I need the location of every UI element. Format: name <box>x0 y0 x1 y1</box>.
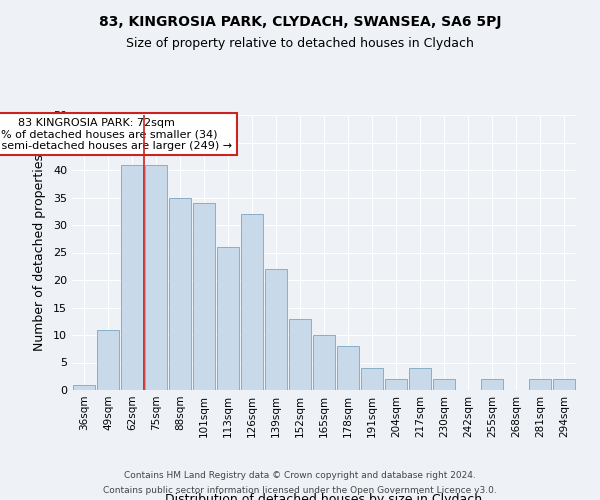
Bar <box>409 368 431 390</box>
Bar <box>241 214 263 390</box>
Bar <box>265 269 287 390</box>
Bar <box>169 198 191 390</box>
Bar <box>337 346 359 390</box>
Bar <box>433 379 455 390</box>
Bar <box>385 379 407 390</box>
Text: Contains public sector information licensed under the Open Government Licence v3: Contains public sector information licen… <box>103 486 497 495</box>
Bar <box>481 379 503 390</box>
Bar <box>97 330 119 390</box>
Bar <box>313 335 335 390</box>
Text: 83 KINGROSIA PARK: 72sqm
← 12% of detached houses are smaller (34)
86% of semi-d: 83 KINGROSIA PARK: 72sqm ← 12% of detach… <box>0 118 233 151</box>
Bar <box>217 247 239 390</box>
Text: 83, KINGROSIA PARK, CLYDACH, SWANSEA, SA6 5PJ: 83, KINGROSIA PARK, CLYDACH, SWANSEA, SA… <box>99 15 501 29</box>
Bar <box>361 368 383 390</box>
Y-axis label: Number of detached properties: Number of detached properties <box>33 154 46 351</box>
Bar <box>145 164 167 390</box>
Bar <box>121 164 143 390</box>
Bar <box>289 318 311 390</box>
Bar <box>553 379 575 390</box>
Bar <box>73 384 95 390</box>
Text: Contains HM Land Registry data © Crown copyright and database right 2024.: Contains HM Land Registry data © Crown c… <box>124 471 476 480</box>
Text: Size of property relative to detached houses in Clydach: Size of property relative to detached ho… <box>126 38 474 51</box>
Bar <box>529 379 551 390</box>
Bar <box>193 203 215 390</box>
X-axis label: Distribution of detached houses by size in Clydach: Distribution of detached houses by size … <box>166 492 482 500</box>
